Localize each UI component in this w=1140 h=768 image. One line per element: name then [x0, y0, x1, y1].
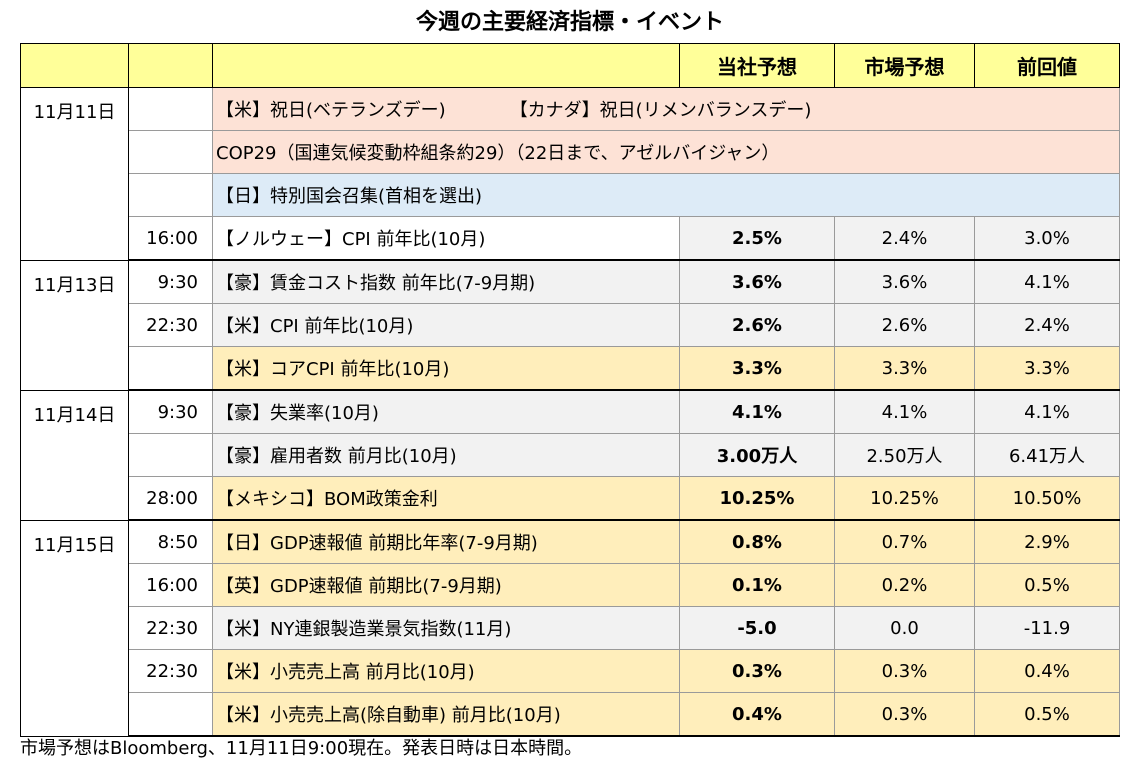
market-value: 3.6%	[834, 259, 975, 304]
ours-value: 10.25%	[679, 476, 835, 521]
time-cell	[128, 87, 213, 131]
ours-value: 0.4%	[679, 692, 835, 737]
previous-value: 10.50%	[974, 476, 1120, 521]
event-text-secondary: 【カナダ】祝日(リメンバランスデー)	[509, 100, 812, 121]
ours-value: 3.3%	[679, 346, 835, 391]
market-value: 0.3%	[834, 692, 975, 737]
time-cell: 8:50	[128, 519, 213, 564]
market-value: 0.0	[834, 606, 975, 650]
time-cell: 22:30	[128, 649, 213, 693]
time-cell: 22:30	[128, 303, 213, 347]
date-cell: 11月15日	[20, 519, 129, 737]
time-cell: 16:00	[128, 563, 213, 607]
ours-value: 3.6%	[679, 259, 835, 304]
table-row: 11月15日 8:50 【日】GDP速報値 前期比年率(7-9月期) 0.8% …	[20, 519, 1120, 737]
event-cell: 【豪】失業率(10月)	[212, 389, 680, 434]
event-cell: 【日】特別国会召集(首相を選出)	[212, 173, 1120, 217]
previous-value: -11.9	[974, 606, 1120, 650]
table-row: 16:00 【ノルウェー】CPI 前年比(10月) 2.5% 2.4% 3.0%	[21, 216, 1120, 261]
table-row: 22:30 【米】小売売上高 前月比(10月) 0.3% 0.3% 0.4%	[21, 649, 1120, 693]
table-row: 22:30 【米】NY連銀製造業景気指数(11月) -5.0 0.0 -11.9	[21, 606, 1120, 650]
table-header-row: 当社予想 市場予想 前回値	[20, 43, 1120, 88]
table-row: 【日】特別国会召集(首相を選出)	[21, 173, 1120, 217]
previous-value: 0.5%	[974, 692, 1120, 737]
page-title: 今週の主要経済指標・イベント	[415, 10, 724, 35]
previous-value: 0.5%	[974, 563, 1120, 607]
previous-value: 6.41万人	[974, 433, 1120, 477]
header-event	[212, 43, 680, 88]
table-row: 22:30 【米】CPI 前年比(10月) 2.6% 2.6% 2.4%	[21, 303, 1120, 347]
time-cell: 16:00	[128, 216, 213, 261]
event-cell: 【メキシコ】BOM政策金利	[212, 476, 680, 521]
market-value: 2.6%	[834, 303, 975, 347]
event-cell: COP29（国連気候変動枠組条約29）（22日まで、アゼルバイジャン）	[212, 130, 1120, 174]
header-time	[128, 43, 213, 88]
event-cell: 【英】GDP速報値 前期比(7-9月期)	[212, 563, 680, 607]
table-row: 【米】小売売上高(除自動車) 前月比(10月) 0.4% 0.3% 0.5%	[21, 692, 1120, 737]
event-cell: 【米】コアCPI 前年比(10月)	[212, 346, 680, 391]
event-cell: 【米】祝日(ベテランズデー) 【カナダ】祝日(リメンバランスデー)	[212, 87, 1120, 131]
event-cell: 【豪】雇用者数 前月比(10月)	[212, 433, 680, 477]
table-row: 11月13日 9:30 【豪】賃金コスト指数 前年比(7-9月期) 3.6% 3…	[20, 259, 1120, 391]
time-cell	[128, 433, 213, 477]
time-cell: 28:00	[128, 476, 213, 521]
table-row: COP29（国連気候変動枠組条約29）（22日まで、アゼルバイジャン）	[21, 130, 1120, 174]
market-value: 4.1%	[834, 389, 975, 434]
time-cell: 9:30	[128, 259, 213, 304]
market-value: 2.4%	[834, 216, 975, 261]
ours-value: 0.3%	[679, 649, 835, 693]
previous-value: 4.1%	[974, 389, 1120, 434]
time-cell: 22:30	[128, 606, 213, 650]
event-cell: 【米】CPI 前年比(10月)	[212, 303, 680, 347]
ours-value: 0.1%	[679, 563, 835, 607]
ours-value: -5.0	[679, 606, 835, 650]
previous-value: 4.1%	[974, 259, 1120, 304]
previous-value: 0.4%	[974, 649, 1120, 693]
previous-value: 2.9%	[974, 519, 1120, 564]
event-cell: 【ノルウェー】CPI 前年比(10月)	[212, 216, 680, 261]
market-value: 0.2%	[834, 563, 975, 607]
indicator-table: 当社予想 市場予想 前回値 11月11日 【米】祝日(ベテランズデー) 【カナダ】…	[20, 43, 1120, 737]
event-cell: 【豪】賃金コスト指数 前年比(7-9月期)	[212, 259, 680, 304]
market-value: 2.50万人	[834, 433, 975, 477]
previous-value: 3.3%	[974, 346, 1120, 391]
time-cell	[128, 173, 213, 217]
time-cell	[128, 692, 213, 737]
time-cell: 9:30	[128, 389, 213, 434]
event-cell: 【米】小売売上高 前月比(10月)	[212, 649, 680, 693]
header-ours: 当社予想	[679, 43, 835, 88]
ours-value: 2.5%	[679, 216, 835, 261]
time-cell	[128, 346, 213, 391]
footnote: 市場予想はBloomberg、11月11日9:00現在。発表日時は日本時間。	[20, 738, 583, 759]
table-row: 11月14日 9:30 【豪】失業率(10月) 4.1% 4.1% 4.1%	[20, 389, 1120, 521]
event-cell: 【米】NY連銀製造業景気指数(11月)	[212, 606, 680, 650]
ours-value: 4.1%	[679, 389, 835, 434]
header-market: 市場予想	[834, 43, 975, 88]
table-row: 11月11日 【米】祝日(ベテランズデー) 【カナダ】祝日(リメンバランスデー)	[20, 87, 1120, 261]
header-date	[20, 43, 129, 88]
market-value: 10.25%	[834, 476, 975, 521]
ours-value: 3.00万人	[679, 433, 835, 477]
table-row: 【米】コアCPI 前年比(10月) 3.3% 3.3% 3.3%	[21, 346, 1120, 391]
market-value: 0.7%	[834, 519, 975, 564]
event-cell: 【日】GDP速報値 前期比年率(7-9月期)	[212, 519, 680, 564]
date-cell: 11月11日	[20, 87, 129, 261]
ours-value: 2.6%	[679, 303, 835, 347]
event-text: 【米】祝日(ベテランズデー)	[216, 100, 446, 121]
time-cell	[128, 130, 213, 174]
market-value: 0.3%	[834, 649, 975, 693]
previous-value: 2.4%	[974, 303, 1120, 347]
date-cell: 11月14日	[20, 389, 129, 521]
date-cell: 11月13日	[20, 259, 129, 391]
header-previous: 前回値	[974, 43, 1120, 88]
market-value: 3.3%	[834, 346, 975, 391]
table-row: 【豪】雇用者数 前月比(10月) 3.00万人 2.50万人 6.41万人	[21, 433, 1120, 477]
previous-value: 3.0%	[974, 216, 1120, 261]
table-row: 16:00 【英】GDP速報値 前期比(7-9月期) 0.1% 0.2% 0.5…	[21, 563, 1120, 607]
event-cell: 【米】小売売上高(除自動車) 前月比(10月)	[212, 692, 680, 737]
ours-value: 0.8%	[679, 519, 835, 564]
table-row: 28:00 【メキシコ】BOM政策金利 10.25% 10.25% 10.50%	[21, 476, 1120, 521]
